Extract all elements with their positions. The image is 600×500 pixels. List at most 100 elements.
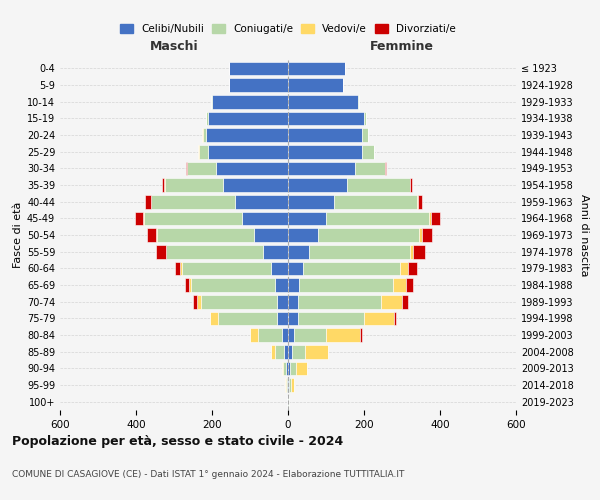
- Bar: [157, 228, 254, 242]
- Bar: [283, 362, 286, 375]
- Bar: [408, 262, 417, 275]
- Bar: [203, 128, 206, 142]
- Bar: [298, 312, 364, 325]
- Bar: [428, 212, 431, 225]
- Bar: [229, 78, 288, 92]
- Bar: [362, 128, 368, 142]
- Text: Femmine: Femmine: [370, 40, 434, 54]
- Bar: [288, 95, 358, 108]
- Bar: [275, 345, 284, 358]
- Bar: [394, 312, 396, 325]
- Bar: [187, 162, 216, 175]
- Bar: [288, 112, 364, 125]
- Bar: [334, 195, 417, 208]
- Bar: [189, 278, 191, 292]
- Bar: [288, 162, 355, 175]
- Bar: [400, 262, 408, 275]
- Bar: [208, 145, 288, 158]
- Bar: [191, 278, 275, 292]
- Bar: [156, 228, 157, 242]
- Bar: [288, 212, 326, 225]
- Bar: [284, 345, 288, 358]
- Bar: [271, 345, 275, 358]
- Bar: [406, 278, 413, 292]
- Bar: [326, 212, 428, 225]
- Bar: [254, 228, 288, 242]
- Bar: [164, 178, 223, 192]
- Bar: [305, 345, 328, 358]
- Bar: [418, 195, 422, 208]
- Bar: [283, 328, 288, 342]
- Bar: [392, 278, 406, 292]
- Bar: [275, 278, 288, 292]
- Bar: [257, 328, 283, 342]
- Bar: [197, 145, 199, 158]
- Bar: [288, 195, 334, 208]
- Bar: [288, 245, 309, 258]
- Bar: [146, 228, 156, 242]
- Bar: [410, 245, 413, 258]
- Bar: [235, 195, 288, 208]
- Bar: [294, 328, 326, 342]
- Legend: Celibi/Nubili, Coniugati/e, Vedovi/e, Divorziati/e: Celibi/Nubili, Coniugati/e, Vedovi/e, Di…: [116, 20, 460, 38]
- Bar: [288, 362, 290, 375]
- Bar: [355, 162, 385, 175]
- Bar: [288, 378, 289, 392]
- Bar: [402, 295, 408, 308]
- Bar: [288, 128, 362, 142]
- Bar: [296, 362, 307, 375]
- Bar: [422, 228, 431, 242]
- Bar: [290, 362, 296, 375]
- Bar: [162, 178, 164, 192]
- Bar: [291, 378, 294, 392]
- Bar: [199, 145, 208, 158]
- Bar: [212, 95, 288, 108]
- Bar: [277, 312, 288, 325]
- Bar: [151, 195, 235, 208]
- Bar: [292, 345, 305, 358]
- Bar: [431, 212, 440, 225]
- Bar: [288, 312, 298, 325]
- Bar: [364, 312, 394, 325]
- Bar: [206, 112, 208, 125]
- Bar: [299, 278, 392, 292]
- Bar: [319, 228, 419, 242]
- Bar: [289, 378, 291, 392]
- Bar: [263, 245, 288, 258]
- Bar: [419, 228, 422, 242]
- Bar: [229, 62, 288, 75]
- Bar: [288, 295, 298, 308]
- Y-axis label: Fasce di età: Fasce di età: [13, 202, 23, 268]
- Bar: [166, 245, 263, 258]
- Bar: [223, 178, 288, 192]
- Bar: [309, 245, 410, 258]
- Bar: [277, 295, 288, 308]
- Bar: [210, 312, 218, 325]
- Bar: [358, 95, 359, 108]
- Bar: [143, 212, 242, 225]
- Bar: [360, 328, 362, 342]
- Bar: [197, 295, 200, 308]
- Bar: [288, 145, 362, 158]
- Bar: [135, 212, 143, 225]
- Bar: [156, 245, 166, 258]
- Bar: [185, 278, 189, 292]
- Text: COMUNE DI CASAGIOVE (CE) - Dati ISTAT 1° gennaio 2024 - Elaborazione TUTTITALIA.: COMUNE DI CASAGIOVE (CE) - Dati ISTAT 1°…: [12, 470, 404, 479]
- Bar: [181, 262, 182, 275]
- Bar: [381, 295, 402, 308]
- Bar: [287, 395, 288, 408]
- Bar: [286, 378, 287, 392]
- Bar: [287, 378, 288, 392]
- Bar: [413, 245, 425, 258]
- Text: Maschi: Maschi: [149, 40, 199, 54]
- Bar: [385, 162, 386, 175]
- Bar: [347, 178, 410, 192]
- Bar: [303, 262, 400, 275]
- Bar: [288, 262, 303, 275]
- Bar: [288, 328, 294, 342]
- Bar: [145, 195, 151, 208]
- Bar: [288, 178, 347, 192]
- Bar: [193, 295, 197, 308]
- Bar: [288, 278, 299, 292]
- Bar: [282, 362, 283, 375]
